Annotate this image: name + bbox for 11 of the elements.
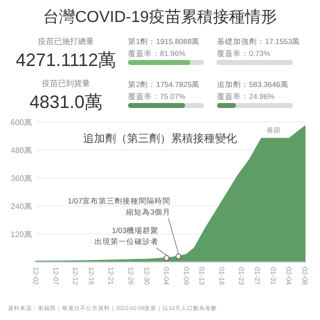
y-tick-label: 120萬 [10, 230, 32, 239]
text: 4271.1112萬 [16, 50, 116, 70]
y-tick-label: 600萬 [10, 118, 32, 127]
y-tick-label: 240萬 [10, 202, 32, 211]
y-tick-label: 360萬 [10, 174, 32, 183]
text: 疫苗已施打總量 [38, 37, 94, 46]
text: 台灣COVID-19疫苗累積接種情形 [43, 8, 277, 26]
text: 4831.0萬 [29, 92, 103, 112]
text: 疫苗已到貨量 [42, 79, 90, 88]
y-tick-label: 480萬 [10, 146, 32, 155]
text: 追加劑（第三劑）累積接種變化 [83, 132, 237, 145]
